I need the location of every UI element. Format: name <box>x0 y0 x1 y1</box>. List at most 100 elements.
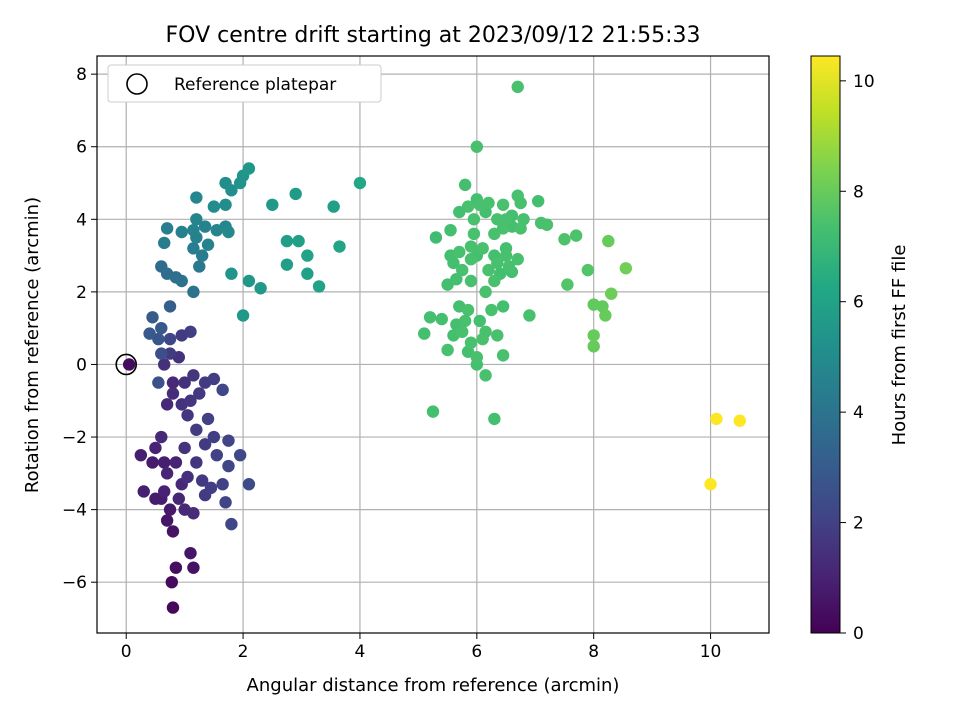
data-point <box>461 303 475 317</box>
data-point <box>511 80 524 94</box>
plot-frame <box>96 55 770 634</box>
data-point <box>499 249 513 262</box>
data-point <box>181 470 194 484</box>
data-point <box>187 561 200 574</box>
data-point <box>540 218 554 231</box>
data-point <box>166 376 180 389</box>
data-point <box>201 412 215 426</box>
data-point <box>479 285 492 299</box>
data-point <box>476 242 489 255</box>
data-point <box>502 260 516 273</box>
data-point <box>187 369 200 382</box>
data-point <box>233 448 247 462</box>
y-tick-label: −4 <box>62 501 87 521</box>
data-point <box>190 213 203 226</box>
data-point <box>327 200 340 213</box>
data-point <box>289 187 302 201</box>
data-point <box>207 200 221 213</box>
data-point <box>160 398 174 411</box>
data-point <box>280 234 294 248</box>
data-point <box>333 240 346 253</box>
x-axis-ticks: 0 2 4 6 8 10 <box>121 633 721 662</box>
data-point <box>710 412 723 426</box>
data-point <box>511 253 524 266</box>
legend-box <box>107 64 382 103</box>
data-point <box>166 387 180 400</box>
colorbar-tick-label: 0 <box>853 624 864 644</box>
data-point <box>301 267 314 280</box>
colorbar-tick-label: 2 <box>853 514 864 534</box>
data-point <box>353 176 367 190</box>
data-point <box>190 456 203 469</box>
data-point <box>491 329 504 342</box>
data-point <box>473 314 486 328</box>
data-point <box>152 376 165 389</box>
data-point <box>210 448 223 462</box>
data-point <box>488 274 501 288</box>
data-point <box>195 249 209 262</box>
data-point <box>222 434 235 447</box>
data-point <box>479 369 492 382</box>
data-point <box>160 514 174 527</box>
data-point <box>491 213 504 226</box>
data-point <box>178 441 191 455</box>
data-point <box>236 309 250 322</box>
data-point <box>444 223 457 237</box>
data-point <box>137 485 150 498</box>
x-tick-label: 4 <box>355 642 366 662</box>
data-point <box>418 327 431 340</box>
data-point <box>292 234 305 248</box>
data-point <box>599 309 612 322</box>
data-point <box>453 245 466 259</box>
data-point <box>219 198 232 211</box>
colorbar <box>810 55 841 634</box>
data-point <box>458 314 472 328</box>
data-point <box>155 347 168 360</box>
colorbar-tick-label: 6 <box>853 293 864 313</box>
data-point <box>187 242 200 255</box>
data-point <box>146 456 159 469</box>
data-point <box>155 321 168 335</box>
data-point <box>450 272 463 286</box>
colorbar-ticks: 0 2 4 6 8 10 <box>840 72 875 644</box>
data-point <box>163 332 177 346</box>
data-point <box>149 492 162 505</box>
data-point <box>470 351 484 364</box>
data-point <box>190 423 203 436</box>
reference-platepar-marker <box>115 353 138 376</box>
data-point <box>184 546 197 560</box>
data-point <box>222 225 235 239</box>
data-point <box>242 274 256 288</box>
data-point <box>312 280 326 293</box>
data-point <box>581 263 595 277</box>
data-point <box>166 601 180 614</box>
x-axis-label: Angular distance from reference (arcmin) <box>247 675 620 696</box>
x-tick-label: 8 <box>588 642 599 662</box>
data-point <box>175 274 188 288</box>
legend: Reference platepar <box>107 64 382 103</box>
data-point <box>181 409 194 422</box>
data-point <box>435 312 448 326</box>
data-point <box>187 285 200 299</box>
data-point <box>163 300 177 313</box>
data-point <box>441 343 454 357</box>
y-tick-label: 6 <box>76 138 87 158</box>
data-point <box>207 430 221 444</box>
y-tick-label: 4 <box>76 210 87 230</box>
x-tick-label: 0 <box>121 642 132 662</box>
data-point <box>488 412 501 426</box>
data-point <box>423 311 437 324</box>
data-point <box>461 200 475 213</box>
data-point <box>149 441 162 455</box>
colorbar-tick-label: 8 <box>853 182 864 202</box>
legend-label: Reference platepar <box>174 75 336 95</box>
data-point <box>193 260 206 273</box>
x-tick-label: 2 <box>238 642 249 662</box>
data-point <box>158 456 171 469</box>
x-tick-label: 6 <box>471 642 482 662</box>
data-point <box>464 240 478 253</box>
data-point <box>499 213 513 226</box>
data-point <box>163 503 177 516</box>
data-point <box>225 184 238 197</box>
